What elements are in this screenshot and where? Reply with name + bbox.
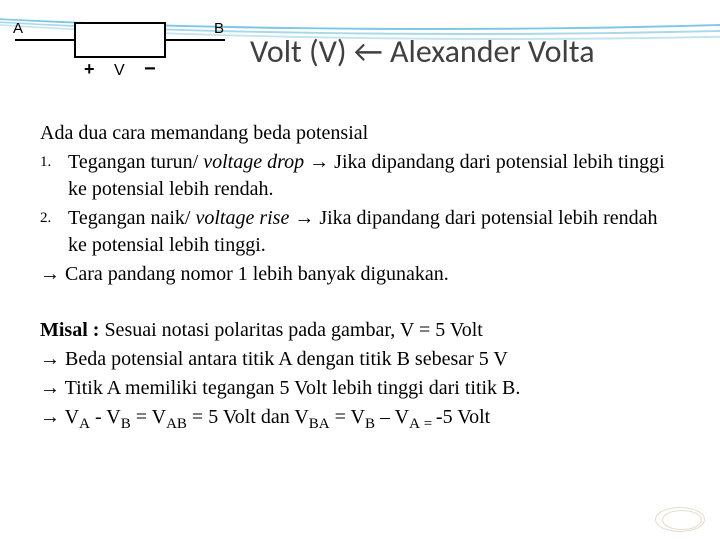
example-line: Misal : Sesuai notasi polaritas pada gam… [40, 316, 680, 344]
conclusion-text: → Cara pandang nomor 1 lebih banyak digu… [40, 261, 680, 288]
subscript: A [409, 416, 420, 432]
item-text-plain: Tegangan turun/ [68, 151, 203, 173]
example-text: → V [40, 406, 79, 428]
item-number: 2. [40, 208, 51, 228]
v-label: V [114, 62, 125, 79]
item-text-plain: Tegangan naik/ [68, 207, 195, 229]
example-text: = 5 Volt dan V [187, 406, 309, 428]
subscript: A [79, 416, 90, 432]
corner-decoration [650, 502, 710, 532]
subscript: BA [309, 416, 330, 432]
example-line: → VA - VB = VAB = 5 Volt dan VBA = VB – … [40, 403, 680, 435]
example-text: -5 Volt [436, 406, 490, 428]
example-block: Misal : Sesuai notasi polaritas pada gam… [40, 316, 680, 435]
list-item: 2. Tegangan naik/ voltage rise → Jika di… [68, 205, 680, 259]
subscript: AB [166, 416, 187, 432]
example-text: Sesuai notasi polaritas pada gambar, V =… [99, 319, 482, 341]
plus-sign: + [84, 59, 95, 79]
definition-list: 1. Tegangan turun/ voltage drop → Jika d… [40, 149, 680, 259]
terminal-a-label: A [13, 20, 23, 37]
example-line: → Titik A memiliki tegangan 5 Volt lebih… [40, 374, 680, 402]
example-text: - V [90, 406, 121, 428]
intro-text: Ada dua cara memandang beda potensial [40, 120, 680, 147]
example-text: = V [330, 406, 365, 428]
content-area: Ada dua cara memandang beda potensial 1.… [40, 120, 680, 436]
minus-sign: − [144, 58, 156, 80]
subscript: = [420, 416, 436, 432]
item-number: 1. [40, 152, 51, 172]
example-text: = V [131, 406, 166, 428]
example-line: → Beda potensial antara titik A dengan t… [40, 345, 680, 373]
example-label: Misal : [40, 319, 99, 341]
subscript: B [365, 416, 375, 432]
terminal-b-label: B [214, 20, 224, 37]
slide-title: Volt (V) ← Alexander Volta [250, 32, 595, 71]
item-text-italic: voltage rise [195, 207, 289, 229]
item-text-italic: voltage drop [203, 151, 304, 173]
circuit-diagram: A B + V − [10, 15, 230, 85]
example-text: – V [375, 406, 409, 428]
list-item: 1. Tegangan turun/ voltage drop → Jika d… [68, 149, 680, 203]
subscript: B [121, 416, 131, 432]
